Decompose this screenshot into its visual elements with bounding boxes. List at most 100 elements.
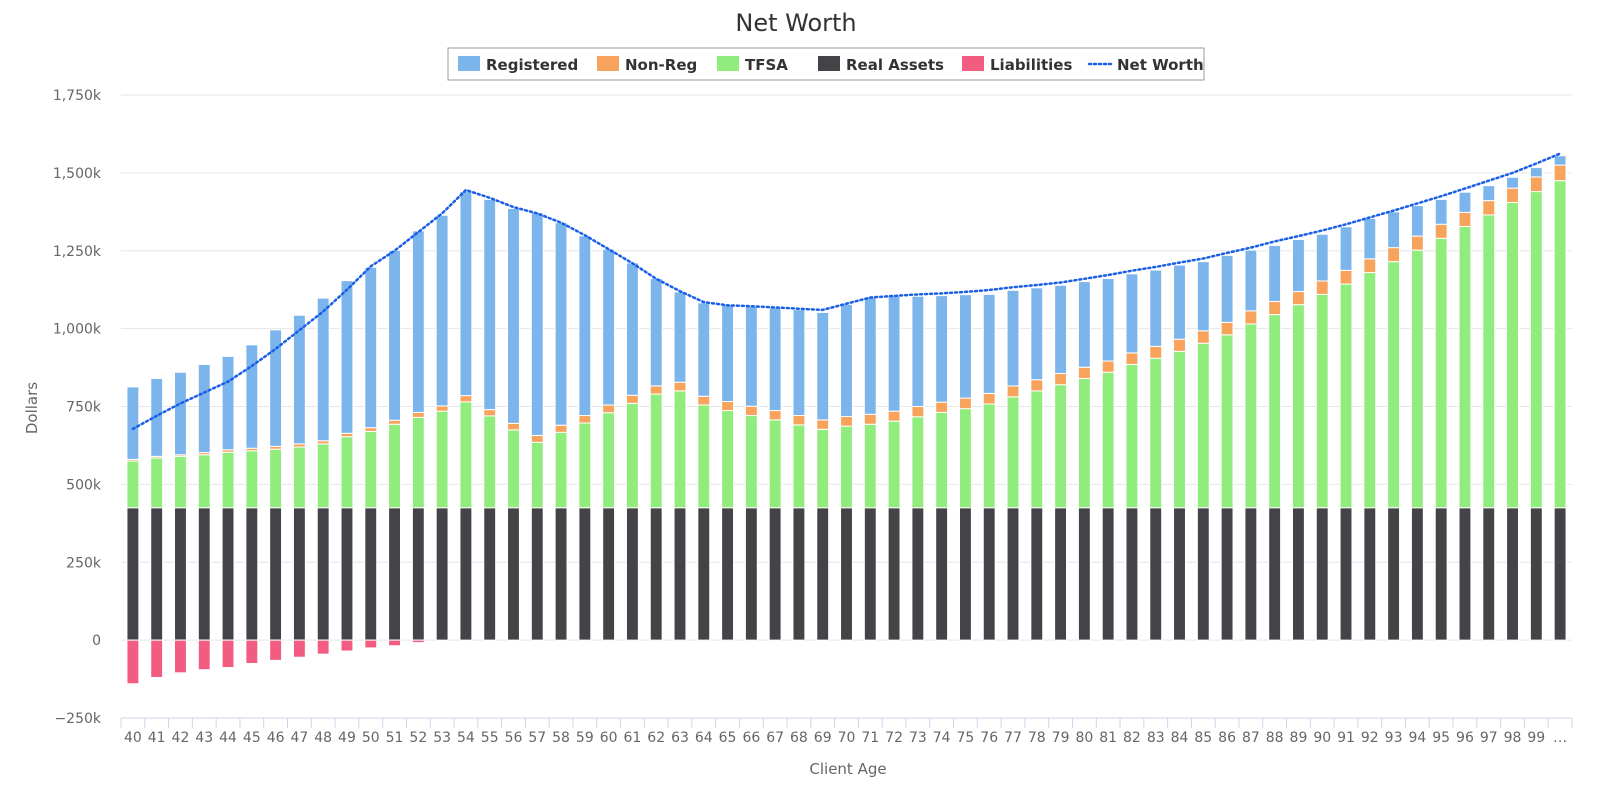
bar-real-assets <box>792 507 806 641</box>
bar-tfsa <box>1149 357 1163 509</box>
x-tick-label: 82 <box>1123 730 1141 746</box>
bar-real-assets <box>1387 507 1401 641</box>
bar-non-reg <box>1339 269 1353 285</box>
bar-registered <box>316 297 330 442</box>
bar-non-reg <box>411 411 425 418</box>
x-tick-label: 86 <box>1218 730 1236 746</box>
x-tick-label: 75 <box>957 730 975 746</box>
bar-real-assets <box>1339 507 1353 641</box>
x-tick-label: 89 <box>1290 730 1308 746</box>
legend-item-liabilities[interactable]: Liabilities <box>962 56 1072 74</box>
bar-tfsa <box>1054 384 1068 509</box>
bar-real-assets <box>958 507 972 641</box>
bar-tfsa <box>792 424 806 509</box>
bar-tfsa <box>459 401 473 509</box>
legend-item-real-assets[interactable]: Real Assets <box>818 56 944 74</box>
bar-registered <box>982 293 996 394</box>
bar-non-reg <box>435 405 449 412</box>
bar-real-assets <box>1125 507 1139 641</box>
legend-label: Real Assets <box>846 56 944 74</box>
bar-real-assets <box>1363 507 1377 641</box>
bar-real-assets <box>768 507 782 641</box>
bar-tfsa <box>364 430 378 509</box>
bar-real-assets <box>578 507 592 641</box>
bar-non-reg <box>1529 176 1543 193</box>
bar-real-assets <box>340 507 354 641</box>
bar-tfsa <box>126 460 140 509</box>
bar-registered <box>269 329 283 447</box>
x-axis-title: Client Age <box>809 760 886 778</box>
bar-real-assets <box>602 507 616 641</box>
x-tick-label: 60 <box>600 730 618 746</box>
bar-tfsa <box>1315 293 1329 509</box>
bar-tfsa <box>1268 314 1282 509</box>
bar-registered <box>197 363 211 454</box>
legend-item-non-reg[interactable]: Non-Reg <box>597 56 697 74</box>
y-tick-label: 0 <box>92 633 101 649</box>
bar-tfsa <box>744 415 758 509</box>
bar-real-assets <box>935 507 949 641</box>
bar-tfsa <box>982 403 996 509</box>
bar-tfsa <box>1482 214 1496 509</box>
bar-registered <box>1482 185 1496 202</box>
bar-real-assets <box>673 507 687 641</box>
bar-non-reg <box>1292 291 1305 306</box>
bar-registered <box>507 207 520 424</box>
x-tick-label: 73 <box>909 730 927 746</box>
bar-tfsa <box>197 454 211 509</box>
bar-non-reg <box>1482 200 1496 216</box>
bar-registered <box>840 303 853 417</box>
x-tick-label: 99 <box>1527 730 1545 746</box>
bar-non-reg <box>721 401 735 412</box>
bar-tfsa <box>649 393 663 509</box>
bar-non-reg <box>1553 164 1567 182</box>
legend-item-net-worth[interactable]: Net Worth <box>1087 56 1204 74</box>
bar-liabilities <box>245 639 259 664</box>
bar-non-reg <box>1101 360 1115 373</box>
bar-liabilities <box>221 639 235 669</box>
bar-tfsa <box>221 451 235 509</box>
bar-non-reg <box>507 422 520 431</box>
bar-tfsa <box>768 419 782 509</box>
bar-real-assets <box>697 507 711 641</box>
bar-real-assets <box>1244 507 1258 641</box>
bar-non-reg <box>554 424 568 433</box>
bar-tfsa <box>1339 283 1353 509</box>
x-tick-label: 72 <box>885 730 903 746</box>
bar-registered <box>649 277 663 387</box>
x-tick-label: 81 <box>1099 730 1117 746</box>
bar-real-assets <box>388 507 401 641</box>
y-tick-label: 1,000k <box>53 322 102 338</box>
legend-item-tfsa[interactable]: TFSA <box>717 56 788 74</box>
bar-real-assets <box>292 507 306 641</box>
bar-liabilities <box>174 639 187 674</box>
bar-non-reg <box>911 406 925 418</box>
bar-real-assets <box>816 507 830 641</box>
bar-non-reg <box>887 410 901 422</box>
bar-registered <box>126 386 140 460</box>
x-tick-label: 45 <box>243 730 261 746</box>
bar-liabilities <box>411 639 425 644</box>
x-tick-label: 62 <box>647 730 665 746</box>
legend-item-registered[interactable]: Registered <box>458 56 578 74</box>
legend-swatch <box>458 56 480 71</box>
bar-registered <box>887 295 901 412</box>
x-tick-label: 65 <box>719 730 737 746</box>
x-tick-label: 80 <box>1075 730 1093 746</box>
x-tick-label: 47 <box>290 730 308 746</box>
bar-non-reg <box>958 397 972 410</box>
bar-non-reg <box>1030 379 1044 392</box>
bar-registered <box>1339 226 1353 271</box>
bar-non-reg <box>340 432 354 438</box>
bar-real-assets <box>1482 507 1496 641</box>
bar-registered <box>435 214 449 407</box>
x-tick-label: 71 <box>861 730 879 746</box>
bar-registered <box>1149 269 1163 347</box>
bar-tfsa <box>1244 323 1258 509</box>
bar-registered <box>245 344 259 449</box>
y-axis: −250k 0 250k 500k 750k 1,000k 1,250k 1,500k 1,75… <box>53 88 102 727</box>
x-tick-label: 84 <box>1171 730 1189 746</box>
bar-tfsa <box>1529 191 1543 509</box>
bar-non-reg <box>1054 372 1068 386</box>
bar-tfsa <box>483 415 497 509</box>
